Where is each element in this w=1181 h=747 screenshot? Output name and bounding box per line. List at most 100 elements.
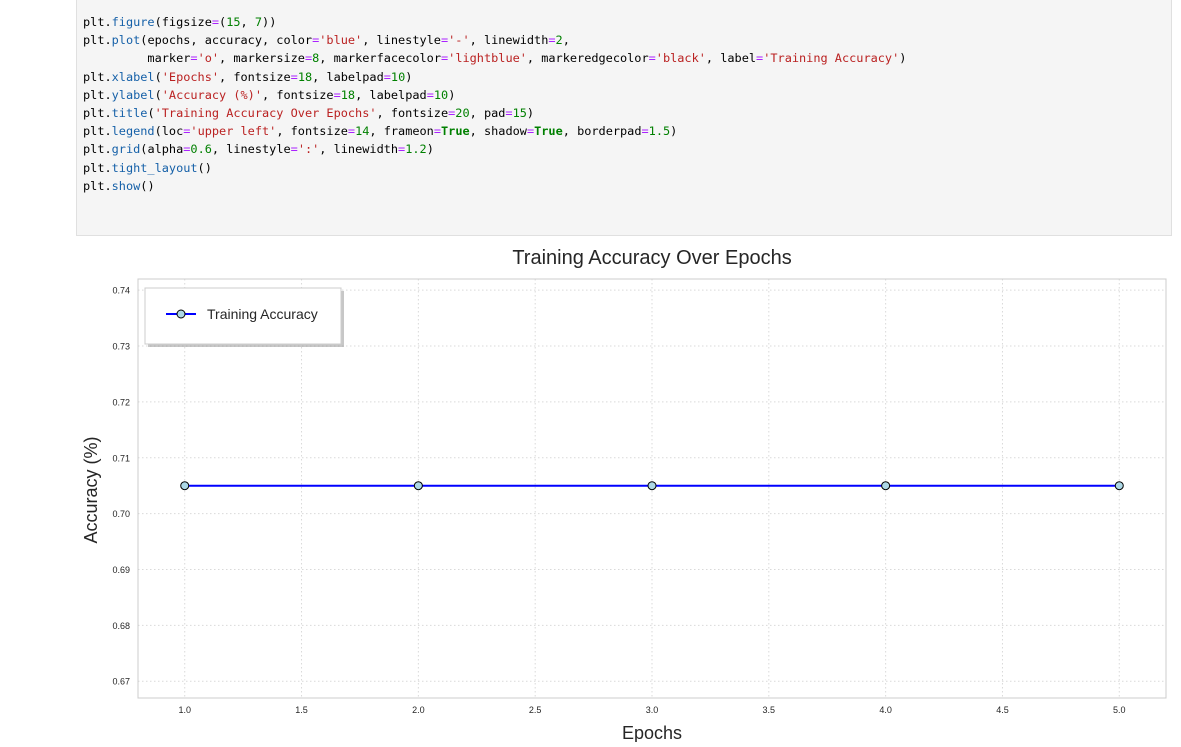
code-token: plot [111,33,141,48]
code-token: ) [405,69,413,84]
legend-marker-sample [176,309,186,319]
code-token: plt. [83,142,112,157]
code-token: plt. [83,33,112,48]
code-token: ) [670,124,678,139]
code-token: = [505,106,513,121]
code-token: = [211,15,220,29]
code-token: plt. [83,160,112,175]
code-token: tight_layout [111,160,198,175]
code-token: , markeredgecolor [526,51,649,66]
code-cell[interactable]: plt.figure(figsize=(15, 7)) plt.plot(epo… [76,0,1172,236]
code-line[interactable]: plt.figure(figsize=(15, 7)) [83,15,276,29]
code-token: , shadow [469,124,527,139]
legend-label: Training Accuracy [207,306,318,322]
code-token: 2 [555,33,563,48]
y-tick-label: 0.72 [112,397,130,407]
code-token: , labelpad [355,87,427,102]
y-tick-label: 0.70 [112,509,130,519]
code-line[interactable]: plt.grid(alpha=0.6, linestyle=':', linew… [83,142,434,156]
plot-output: Training Accuracy Over Epochs 0.67 0.68 0.… [0,236,1181,743]
code-token: 'Training Accuracy Over Epochs' [154,106,377,121]
code-token: (figsize [154,15,212,29]
y-tick-label: 0.69 [112,565,130,575]
x-tick-label: 4.5 [996,705,1009,715]
code-line[interactable]: plt.title('Training Accuracy Over Epochs… [83,106,534,120]
legend-frame [144,287,342,345]
code-line[interactable]: plt.show() [83,179,155,193]
code-line[interactable]: plt.plot(epochs, accuracy, color='blue',… [83,33,570,47]
code-token: ( [147,106,155,121]
code-token: 15 [512,106,527,121]
code-token: = [347,124,356,139]
code-token: 'upper left' [190,124,277,139]
code-token: (loc [154,124,184,139]
code-token: 'Training Accuracy' [763,51,900,66]
code-token: 10 [390,69,406,84]
code-token: 1.5 [648,124,671,139]
code-line[interactable]: plt.legend(loc='upper left', fontsize=14… [83,124,677,138]
code-token: , pad [469,106,506,121]
code-token: , label [705,51,757,66]
code-token: = [756,51,764,66]
code-token: , fontsize [276,124,348,139]
code-token: = [526,124,535,139]
code-line[interactable]: marker='o', markersize=8, markerfacecolo… [83,51,906,65]
code-token: 'Accuracy (%)' [161,87,262,102]
chart-title: Training Accuracy Over Epochs [512,247,791,269]
code-line[interactable]: plt.ylabel('Accuracy (%)', fontsize = 18, … [83,88,455,102]
code-token: ( [154,87,162,102]
line-chart: Training Accuracy Over Epochs 0.670.680.… [81,247,1167,743]
code-token: = [433,124,442,139]
code-token: , borderpad [562,124,642,139]
code-token: 'o' [197,51,220,66]
legend[interactable]: Training Accuracy [144,287,344,347]
code-token: 'blue' [319,33,363,48]
code-line[interactable]: plt.xlabel('Epochs', fontsize=18, labelp… [83,70,412,84]
code-token: ( [154,69,162,84]
code-token: show [111,178,141,193]
code-token: '-' [448,33,470,48]
code-line[interactable]: plt.tight_layout() [83,161,212,175]
data-point [881,481,891,491]
code-token: , linewidth [319,142,399,157]
x-tick-label: 1.5 [295,705,308,715]
code-token: 1.2 [405,142,427,157]
code-token: , [562,33,570,48]
code-token: , fontsize [219,69,291,84]
x-axis-label: Epochs [622,723,682,742]
code-token: 18 [340,87,356,102]
code-token: , markersize [219,51,305,66]
code-token: title [111,106,148,121]
code-token: plt. [83,87,112,102]
x-tick-label: 5.0 [1113,705,1126,715]
code-token: plt. [83,69,112,84]
code-token: ) [448,87,456,102]
code-token: ( [219,15,227,29]
code-token: = [398,142,406,157]
code-token: = [183,124,191,139]
code-token: legend [111,124,155,139]
code-token: = [290,142,298,157]
code-token: 20 [455,106,470,121]
code-token: 14 [355,124,370,139]
y-tick-label: 0.73 [112,342,130,352]
plot-frame [137,278,1167,699]
code-token: (alpha [140,142,184,157]
code-token: , fontsize [262,87,334,102]
code-token: 0.6 [190,142,212,157]
code-token: = [426,87,434,102]
code-token: 10 [433,87,449,102]
code-token: plt. [83,106,112,121]
code-token: 15 [226,15,241,29]
code-editor[interactable]: plt.figure(figsize=(15, 7)) plt.plot(epo… [77,0,1171,195]
y-axis-label: Accuracy (%) [81,436,101,543]
code-token: = [183,142,191,157]
code-token: plt. [83,124,112,139]
code-token: ':' [297,142,320,157]
code-token: True [441,124,470,139]
data-point [647,481,657,491]
code-token: ylabel [111,87,155,102]
code-token: xlabel [111,69,155,84]
code-token: 'black' [655,51,706,66]
y-tick-label: 0.74 [112,286,130,296]
